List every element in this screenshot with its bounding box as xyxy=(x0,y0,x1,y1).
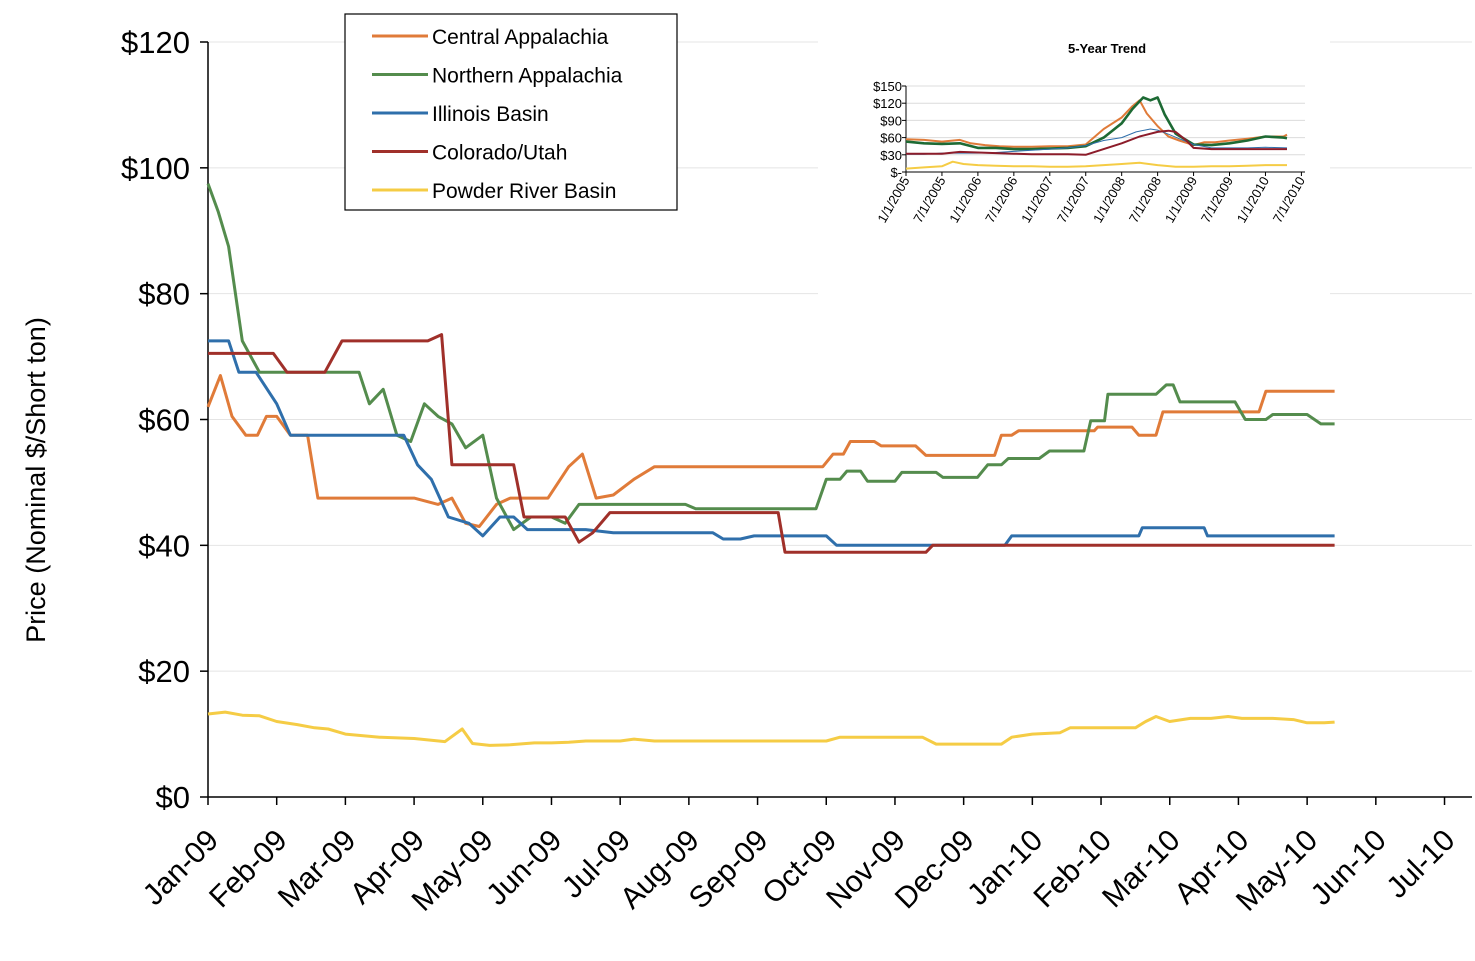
legend-label-illinois-basin: Illinois Basin xyxy=(432,103,549,126)
inset-y-tick-label: $- xyxy=(890,165,902,180)
y-tick-label: $120 xyxy=(121,25,190,60)
y-tick-label: $20 xyxy=(138,654,190,689)
legend-label-northern-appalachia: Northern Appalachia xyxy=(432,65,623,88)
series-line-central-appalachia xyxy=(206,374,1335,528)
inset-series-line-northern-appalachia xyxy=(905,96,1288,151)
inset-chart: 5-Year Trend $-$30$60$90$120$1501/1/2005… xyxy=(818,30,1330,298)
inset-y-tick-label: $30 xyxy=(880,148,902,163)
inset-series-line-central-appalachia xyxy=(905,99,1288,148)
x-tick-label: Mar-09 xyxy=(272,824,363,915)
series-line-colorado-utah xyxy=(208,333,1335,554)
inset-series-line-powder-river-basin xyxy=(905,160,1287,170)
main-series xyxy=(206,183,1335,747)
inset-background xyxy=(818,30,1330,298)
x-tick-label: Dec-09 xyxy=(889,824,981,916)
inset-y-tick-label: $150 xyxy=(873,79,902,94)
y-tick-label: $100 xyxy=(121,151,190,186)
x-tick-label: Feb-09 xyxy=(203,824,294,915)
x-tick-label: Mar-10 xyxy=(1096,824,1187,915)
legend: Central Appalachia Northern Appalachia Ill… xyxy=(344,13,678,211)
y-tick-label: $40 xyxy=(138,528,190,563)
legend-label-colorado-utah: Colorado/Utah xyxy=(432,142,567,165)
x-tick-label: Jun-10 xyxy=(1305,824,1393,912)
legend-items: Central Appalachia Northern Appalachia Ill… xyxy=(372,26,623,203)
inset-series-line-colorado-utah xyxy=(906,129,1287,156)
inset-series xyxy=(905,96,1288,170)
y-tick-label: $0 xyxy=(156,780,190,815)
series-line-powder-river-basin xyxy=(207,710,1335,747)
series-line-northern-appalachia xyxy=(206,183,1335,532)
y-tick-label: $80 xyxy=(138,277,190,312)
series-line-illinois-basin xyxy=(208,339,1335,547)
x-tick-label: Jun-09 xyxy=(480,824,568,912)
inset-y-tick-label: $60 xyxy=(880,131,902,146)
legend-label-central-appalachia: Central Appalachia xyxy=(432,26,609,49)
inset-y-tick-label: $120 xyxy=(873,96,902,111)
x-tick-label: Feb-10 xyxy=(1027,824,1118,915)
y-axis-label: Price (Nominal $/Short ton) xyxy=(21,317,51,643)
inset-title: 5-Year Trend xyxy=(1068,41,1146,56)
inset-y-tick-label: $90 xyxy=(880,113,902,128)
x-tick-label: Jul-10 xyxy=(1380,824,1461,905)
y-tick-label: $60 xyxy=(138,403,190,438)
legend-label-powder-river-basin: Powder River Basin xyxy=(432,180,616,203)
x-tick-label: Sep-09 xyxy=(683,824,775,916)
